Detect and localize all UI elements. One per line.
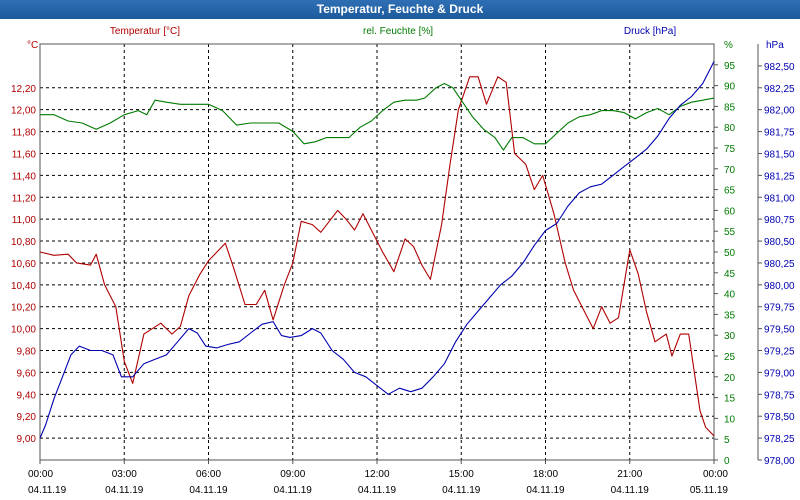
temperature-tick-label: 10,40 (11, 281, 36, 292)
x-tick-time: 03:00 (112, 469, 137, 480)
temperature-tick-label: 11,40 (12, 171, 37, 182)
humidity-axis: % 0 5 10 15 20 25 30 35 40 45 50 55 60 65 70 75 80 85 90 95 (713, 40, 736, 467)
temperature-tick-label: 9,60 (17, 368, 37, 379)
x-tick-time: 21:00 (617, 469, 642, 480)
pressure-series-label: Druck [hPa] (624, 26, 676, 37)
x-tick-date: 05.11.19 (690, 485, 729, 496)
humidity-tick-label: 75 (724, 144, 736, 155)
humidity-tick-label: 45 (724, 269, 736, 280)
x-tick-date: 04.11.19 (611, 485, 650, 496)
pressure-unit: hPa (766, 40, 784, 51)
chart-canvas: °C 9,00 9,20 9,40 9,60 9,80 10,00 10,20 10,40 10… (11, 26, 795, 496)
temperature-tick-label: 9,00 (17, 434, 37, 445)
temperature-series-label: Temperatur [°C] (110, 26, 180, 37)
temperature-tick-label: 10,00 (11, 325, 36, 336)
pressure-tick-label: 982,25 (764, 84, 795, 95)
x-axis: 00:00 04.11.19 03:00 04.11.19 06:00 04.11.19 0… (28, 460, 728, 496)
temperature-tick-label: 11,60 (12, 149, 37, 160)
pressure-tick-label: 978,00 (764, 456, 795, 467)
temperature-axis: °C 9,00 9,20 9,40 9,60 9,80 10,00 10,20 10,40 10… (11, 40, 38, 445)
temperature-tick-label: 9,80 (17, 347, 37, 358)
pressure-tick-label: 979,50 (764, 325, 795, 336)
pressure-tick-label: 980,00 (764, 281, 795, 292)
temperature-tick-label: 11,00 (12, 215, 37, 226)
x-tick-time: 15:00 (449, 469, 474, 480)
pressure-axis: hPa 978,00 978,25 978,50 978,75 979,00 979,25… (757, 40, 795, 467)
pressure-tick-label: 979,25 (764, 347, 795, 358)
temperature-tick-label: 10,60 (11, 259, 36, 270)
temperature-unit: °C (27, 40, 38, 51)
x-tick-time: 12:00 (364, 469, 389, 480)
x-tick-date: 04.11.19 (105, 485, 144, 496)
pressure-tick-label: 978,25 (764, 434, 795, 445)
pressure-tick-label: 979,00 (764, 368, 795, 379)
humidity-series-label: rel. Feuchte [%] (363, 26, 433, 37)
temperature-tick-label: 9,40 (17, 390, 37, 401)
pressure-tick-label: 978,75 (764, 390, 795, 401)
pressure-tick-label: 982,00 (764, 106, 795, 117)
humidity-tick-label: 50 (724, 248, 736, 259)
temperature-tick-label: 11,20 (12, 193, 37, 204)
humidity-unit: % (724, 40, 733, 51)
humidity-tick-label: 15 (724, 394, 736, 405)
humidity-tick-label: 85 (724, 102, 736, 113)
humidity-tick-label: 40 (724, 290, 736, 301)
humidity-tick-label: 55 (724, 227, 736, 238)
chart-title: Temperatur, Feuchte & Druck (0, 0, 800, 19)
temperature-tick-label: 10,80 (11, 237, 36, 248)
humidity-tick-label: 70 (724, 165, 736, 176)
temperature-tick-label: 12,00 (11, 106, 36, 117)
humidity-tick-label: 60 (724, 206, 736, 217)
x-tick-date: 04.11.19 (189, 485, 228, 496)
humidity-tick-label: 10 (724, 414, 736, 425)
humidity-tick-label: 90 (724, 82, 736, 93)
humidity-tick-label: 35 (724, 310, 736, 321)
humidity-tick-label: 20 (724, 373, 736, 384)
pressure-tick-label: 978,50 (764, 412, 795, 423)
humidity-tick-label: 0 (724, 456, 730, 467)
x-tick-time: 00:00 (703, 469, 728, 480)
pressure-tick-label: 981,00 (764, 193, 795, 204)
x-tick-time: 06:00 (196, 469, 221, 480)
pressure-tick-label: 981,75 (764, 128, 795, 139)
temperature-series-line (39, 76, 715, 437)
temperature-tick-label: 12,20 (11, 84, 36, 95)
humidity-tick-label: 80 (724, 123, 736, 134)
pressure-tick-label: 980,25 (764, 259, 795, 270)
pressure-tick-label: 980,75 (764, 215, 795, 226)
temperature-tick-label: 9,20 (17, 412, 37, 423)
pressure-tick-label: 979,75 (764, 303, 795, 314)
pressure-tick-label: 981,25 (764, 171, 795, 182)
pressure-tick-label: 981,50 (764, 149, 795, 160)
pressure-series-line (39, 61, 715, 439)
humidity-tick-label: 30 (724, 331, 736, 342)
pressure-tick-label: 980,50 (764, 237, 795, 248)
temperature-tick-label: 10,20 (11, 303, 36, 314)
x-tick-date: 04.11.19 (442, 485, 481, 496)
grid-lines (40, 44, 714, 460)
series-lines (39, 61, 715, 439)
humidity-series-line (40, 82, 715, 151)
x-tick-date: 04.11.19 (358, 485, 397, 496)
pressure-tick-label: 982,50 (764, 62, 795, 73)
temperature-tick-label: 11,80 (12, 128, 37, 139)
x-tick-date: 04.11.19 (274, 485, 313, 496)
humidity-tick-label: 65 (724, 186, 736, 197)
x-tick-time: 18:00 (533, 469, 558, 480)
humidity-tick-label: 25 (724, 352, 736, 363)
humidity-tick-label: 95 (724, 61, 736, 72)
x-tick-date: 04.11.19 (28, 485, 67, 496)
x-tick-date: 04.11.19 (526, 485, 565, 496)
x-tick-time: 00:00 (28, 469, 53, 480)
humidity-tick-label: 5 (724, 435, 730, 446)
x-tick-time: 09:00 (280, 469, 305, 480)
